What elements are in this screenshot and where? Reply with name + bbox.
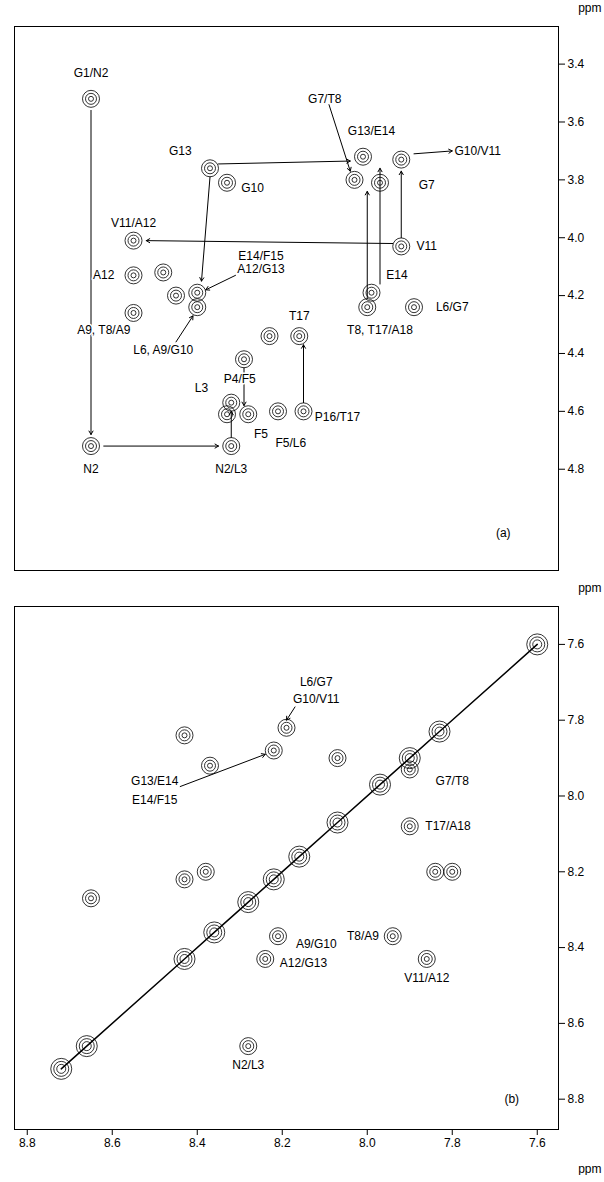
svg-text:E14: E14: [386, 268, 408, 282]
svg-text:8.0: 8.0: [359, 1136, 376, 1150]
svg-text:(b): (b): [504, 1092, 519, 1106]
svg-text:G13/E14: G13/E14: [348, 124, 396, 138]
svg-text:A12: A12: [93, 268, 115, 282]
svg-text:L6/G7: L6/G7: [436, 300, 469, 314]
svg-text:8.0: 8.0: [568, 789, 585, 803]
svg-text:E14/F15: E14/F15: [132, 793, 178, 807]
svg-text:T17: T17: [289, 309, 310, 323]
svg-text:V11/A12: V11/A12: [111, 216, 156, 230]
svg-text:8.6: 8.6: [104, 1136, 121, 1150]
svg-text:4.2: 4.2: [568, 288, 585, 302]
svg-text:A12/G13: A12/G13: [280, 956, 328, 970]
svg-text:E14/F15: E14/F15: [238, 249, 284, 263]
svg-text:P16/T17: P16/T17: [315, 410, 361, 424]
svg-text:7.6: 7.6: [529, 1136, 546, 1150]
svg-text:8.8: 8.8: [19, 1136, 36, 1150]
svg-text:7.8: 7.8: [568, 713, 585, 727]
svg-text:8.4: 8.4: [189, 1136, 206, 1150]
svg-text:8.2: 8.2: [568, 865, 585, 879]
svg-text:4.4: 4.4: [568, 346, 585, 360]
svg-text:T8/A9: T8/A9: [347, 929, 379, 943]
svg-text:7.6: 7.6: [568, 637, 585, 651]
svg-text:L3: L3: [195, 381, 209, 395]
svg-text:(a): (a): [496, 526, 511, 540]
svg-text:4.8: 4.8: [568, 462, 585, 476]
svg-text:G10: G10: [241, 181, 264, 195]
svg-text:N2: N2: [83, 462, 99, 476]
svg-text:F5/L6: F5/L6: [275, 436, 306, 450]
svg-text:ppm: ppm: [578, 581, 601, 595]
svg-text:A12/G13: A12/G13: [237, 262, 285, 276]
svg-text:4.6: 4.6: [568, 404, 585, 418]
svg-text:G1/N2: G1/N2: [74, 66, 109, 80]
svg-text:L6/G7: L6/G7: [300, 675, 333, 689]
svg-text:G13: G13: [169, 144, 192, 158]
svg-text:4.0: 4.0: [568, 231, 585, 245]
svg-text:8.8: 8.8: [568, 1092, 585, 1106]
svg-text:G7: G7: [419, 178, 435, 192]
svg-text:A9, T8/A9: A9, T8/A9: [77, 323, 130, 337]
svg-text:G13/E14: G13/E14: [131, 774, 179, 788]
svg-text:V11: V11: [417, 239, 438, 253]
svg-text:ppm: ppm: [578, 1162, 601, 1176]
svg-text:3.4: 3.4: [568, 57, 585, 71]
svg-text:P4/F5: P4/F5: [224, 372, 256, 386]
svg-text:8.2: 8.2: [274, 1136, 291, 1150]
svg-text:T17/A18: T17/A18: [425, 819, 471, 833]
svg-text:G10/V11: G10/V11: [455, 144, 502, 158]
svg-text:G7/T8: G7/T8: [308, 92, 342, 106]
svg-text:3.8: 3.8: [568, 173, 585, 187]
svg-text:F5: F5: [254, 427, 268, 441]
svg-text:G7/T8: G7/T8: [436, 774, 470, 788]
svg-text:A9/G10: A9/G10: [296, 937, 337, 951]
svg-text:7.8: 7.8: [444, 1136, 461, 1150]
svg-text:3.6: 3.6: [568, 115, 585, 129]
svg-text:G10/V11: G10/V11: [293, 692, 340, 706]
svg-text:8.4: 8.4: [568, 940, 585, 954]
svg-text:8.6: 8.6: [568, 1016, 585, 1030]
svg-text:ppm: ppm: [578, 1, 601, 15]
svg-text:L6, A9/G10: L6, A9/G10: [133, 343, 193, 357]
svg-text:T8, T17/A18: T8, T17/A18: [347, 323, 413, 337]
svg-text:V11/A12: V11/A12: [404, 971, 449, 985]
svg-text:N2/L3: N2/L3: [232, 1058, 264, 1072]
svg-text:N2/L3: N2/L3: [215, 462, 247, 476]
